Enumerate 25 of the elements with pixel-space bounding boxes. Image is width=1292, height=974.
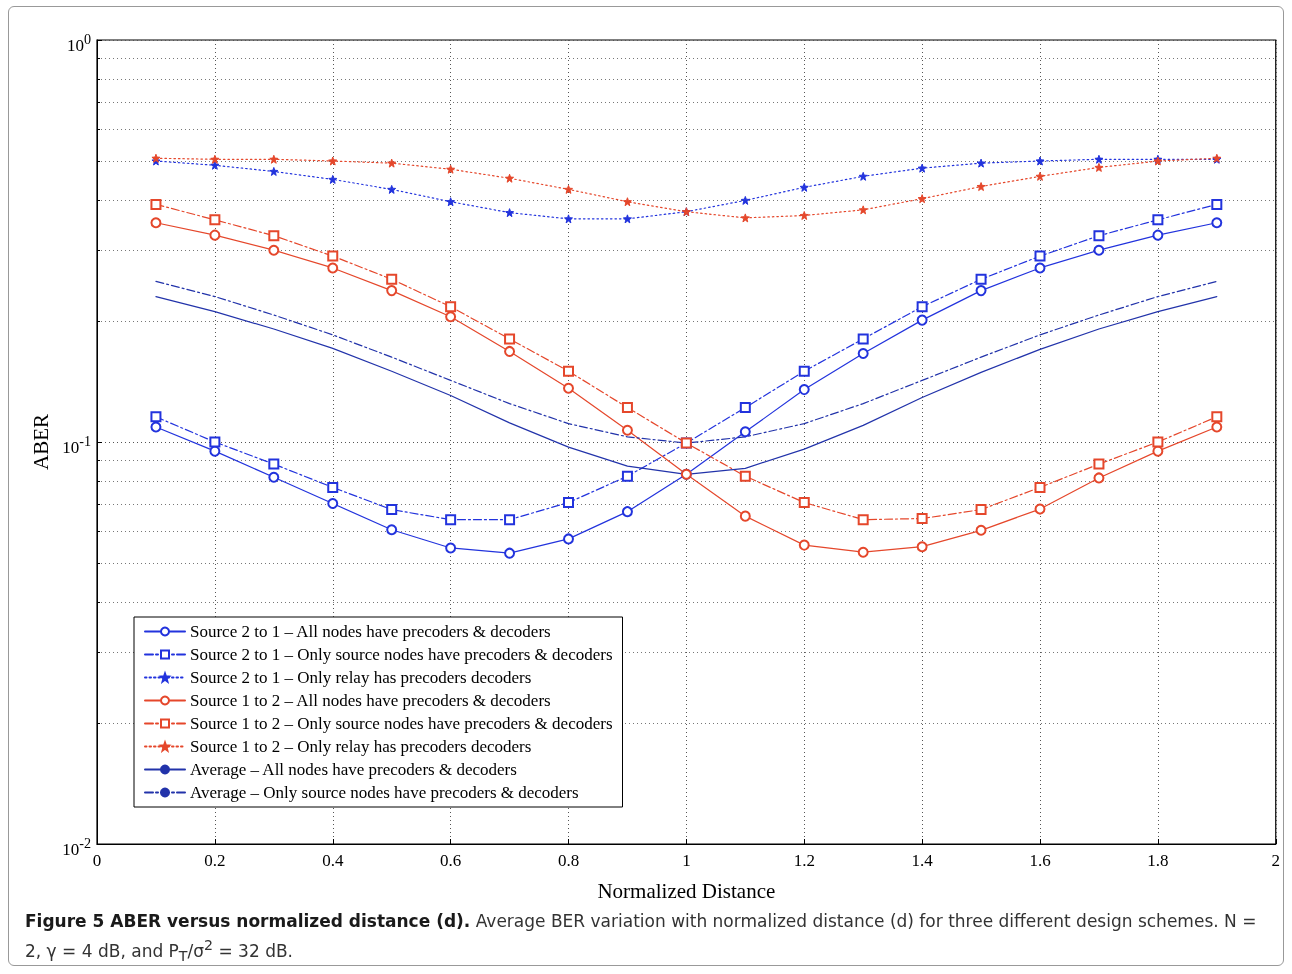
x-tick-label: 1 bbox=[682, 851, 691, 870]
text: Figure 5 ABER versus normalized distance (d). bbox=[25, 911, 471, 931]
x-tick-label: 2 bbox=[1271, 851, 1280, 870]
y-axis-title: ABER bbox=[28, 413, 53, 471]
legend-label: Source 1 to 2 – All nodes have precoders & decoders bbox=[190, 691, 551, 710]
legend-label: Source 2 to 1 – All nodes have precoders & decoders bbox=[190, 622, 551, 641]
x-tick-label: 0 bbox=[92, 851, 102, 870]
x-tick-label: 0.6 bbox=[440, 851, 462, 870]
legend-label: Average – All nodes have precoders & decoders bbox=[190, 760, 517, 779]
x-tick-label: 1.8 bbox=[1147, 851, 1169, 870]
x-tick-label: 0.2 bbox=[204, 851, 226, 870]
legend-label: Source 1 to 2 – Only source nodes have precoders & decoders bbox=[190, 714, 613, 733]
x-tick-label: 1.2 bbox=[793, 851, 815, 870]
legend-label: Average – Only source nodes have precoders & decoders bbox=[190, 783, 579, 802]
y-tick-label: 10$^{-2}$ bbox=[62, 834, 91, 860]
y-tick-label: 10$^{-1}$ bbox=[62, 432, 91, 458]
x-axis-title: Normalized Distance bbox=[597, 878, 776, 903]
y-tick-label: 10$^{0}$ bbox=[66, 30, 91, 56]
x-tick-label: 0.4 bbox=[322, 851, 344, 870]
x-tick-label: 1.4 bbox=[911, 851, 934, 870]
x-tick-label: 1.6 bbox=[1029, 851, 1051, 870]
x-tick-label: 0.8 bbox=[557, 851, 580, 870]
legend-label: Source 2 to 1 – Only relay has precoders decoders bbox=[190, 668, 532, 687]
legend-label: Source 2 to 1 – Only source nodes have precoders & decoders bbox=[190, 645, 613, 664]
legend-label: Source 1 to 2 – Only relay has precoders decoders bbox=[190, 737, 532, 756]
